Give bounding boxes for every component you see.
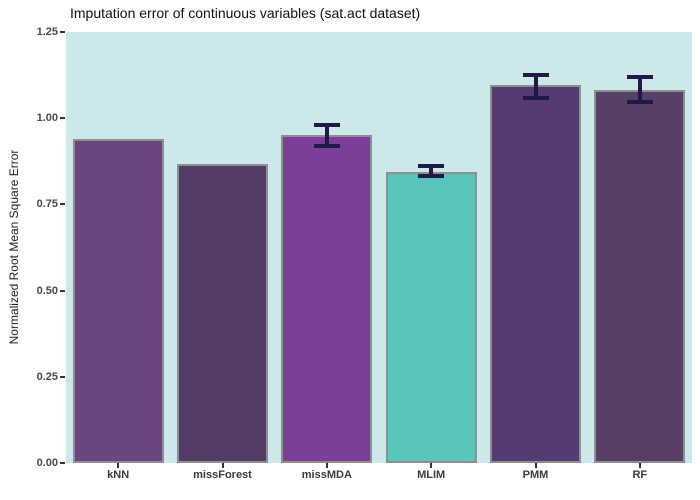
y-axis-title: Normalized Root Mean Square Error [7,149,21,345]
y-tick-mark [60,117,65,120]
bar-PMM [490,85,581,463]
x-tick-mark [638,463,641,468]
y-tick-mark [60,203,65,206]
x-tick-label-missForest: missForest [193,469,252,481]
y-tick-label: 1.25 [36,26,58,38]
x-tick-mark [430,463,433,468]
x-tick-mark [221,463,224,468]
error-bar-bottom-cap-missMDA [313,143,340,148]
bar-kNN [72,138,164,463]
bar-MLIM [385,171,477,463]
bar-missMDA [281,135,373,463]
error-bar-bottom-cap-MLIM [418,174,445,179]
x-tick-label-missMDA: missMDA [301,469,352,481]
error-bar-line-MLIM [429,166,434,177]
x-tick-label-RF: RF [632,469,648,481]
error-bar-top-cap-missMDA [313,123,340,128]
error-bar-bottom-cap-RF [626,100,653,105]
bar-RF [594,89,686,463]
y-tick-label: 0.00 [36,457,58,469]
x-tick-label-MLIM: MLIM [417,469,446,481]
x-tick-label-PMM: PMM [522,469,549,481]
y-tick-mark [60,462,65,464]
plot-panel [66,32,692,463]
error-bar-top-cap-PMM [522,72,549,77]
x-tick-mark [534,463,537,468]
error-bar-bottom-cap-PMM [522,95,549,100]
y-tick-label: 1.00 [36,112,58,125]
error-bar-line-missMDA [324,125,329,146]
x-tick-mark [325,463,328,468]
y-tick-mark [60,31,65,33]
y-tick-label: 0.75 [36,198,58,211]
x-tick-mark [117,463,120,468]
y-tick-mark [60,375,65,378]
error-bar-line-RF [637,76,642,103]
x-tick-label-kNN: kNN [107,469,130,481]
error-bar-top-cap-MLIM [418,164,445,169]
error-bar-line-PMM [533,74,538,98]
y-tick-mark [60,289,65,292]
chart-title: Imputation error of continuous variables… [70,5,421,21]
y-tick-label: 0.25 [36,370,58,383]
bar-missForest [177,163,268,463]
y-tick-label: 0.50 [36,284,58,297]
error-bar-top-cap-RF [626,74,653,79]
